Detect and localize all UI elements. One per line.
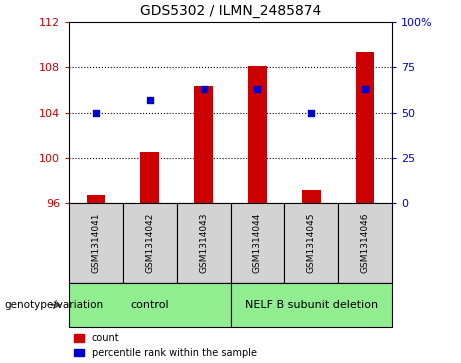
Legend: count, percentile rank within the sample: count, percentile rank within the sample bbox=[74, 333, 256, 358]
Point bbox=[307, 110, 315, 115]
Bar bbox=[302, 189, 320, 203]
Bar bbox=[230, 203, 284, 283]
Bar bbox=[177, 203, 230, 283]
Text: control: control bbox=[130, 300, 169, 310]
Bar bbox=[355, 52, 374, 203]
Bar bbox=[338, 203, 392, 283]
Text: NELF B subunit deletion: NELF B subunit deletion bbox=[245, 300, 378, 310]
Text: GSM1314042: GSM1314042 bbox=[145, 213, 154, 273]
Text: genotype/variation: genotype/variation bbox=[5, 300, 104, 310]
Bar bbox=[230, 283, 392, 327]
Bar bbox=[69, 203, 123, 283]
Bar bbox=[123, 203, 177, 283]
Point bbox=[200, 86, 207, 92]
Point bbox=[92, 110, 100, 115]
Point bbox=[146, 97, 154, 103]
Text: GSM1314043: GSM1314043 bbox=[199, 213, 208, 273]
Text: GSM1314044: GSM1314044 bbox=[253, 213, 262, 273]
Bar bbox=[284, 203, 338, 283]
Point bbox=[254, 86, 261, 92]
Bar bbox=[87, 195, 106, 203]
Bar bbox=[141, 152, 159, 203]
Bar bbox=[194, 86, 213, 203]
Text: GSM1314041: GSM1314041 bbox=[92, 213, 100, 273]
Point bbox=[361, 86, 369, 92]
Title: GDS5302 / ILMN_2485874: GDS5302 / ILMN_2485874 bbox=[140, 4, 321, 18]
Text: GSM1314045: GSM1314045 bbox=[307, 213, 316, 273]
Text: GSM1314046: GSM1314046 bbox=[361, 213, 369, 273]
Bar bbox=[248, 66, 267, 203]
Bar bbox=[69, 283, 230, 327]
